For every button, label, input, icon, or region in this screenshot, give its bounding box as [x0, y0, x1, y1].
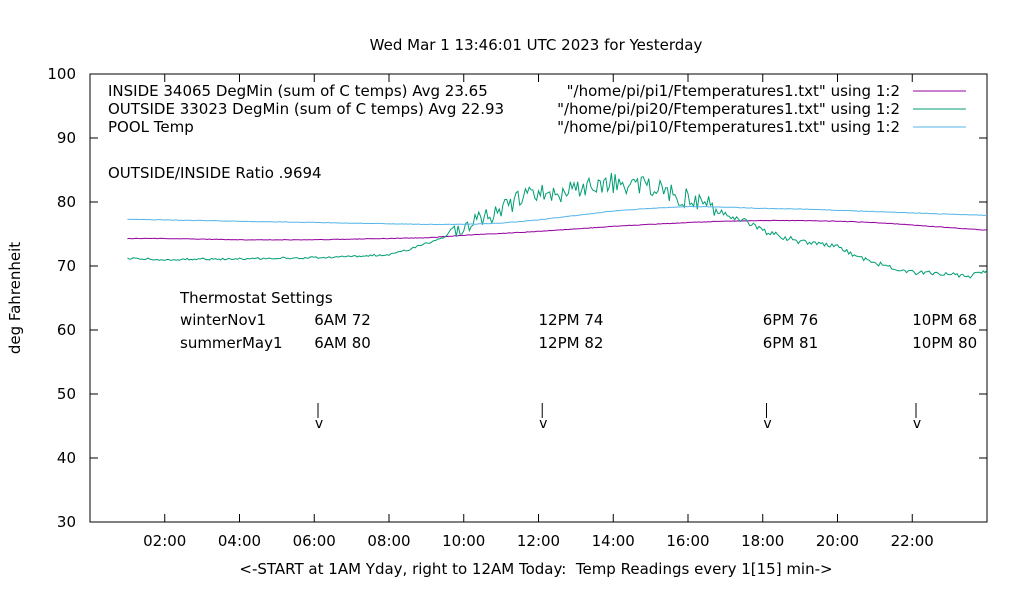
thermostat-setting: 12PM 82 — [539, 334, 604, 352]
arrow-head: v — [763, 416, 771, 432]
series-line-outside — [127, 172, 988, 279]
x-axis-label: <-START at 1AM Yday, right to 12AM Today… — [239, 560, 832, 578]
arrow-head: v — [913, 416, 921, 432]
y-tick-label: 100 — [47, 65, 76, 83]
x-tick-label: 04:00 — [218, 532, 261, 550]
x-tick-label: 14:00 — [592, 532, 635, 550]
thermostat-row-label: summerMay1 — [180, 334, 283, 352]
y-tick-label: 40 — [57, 449, 76, 467]
annotations: OUTSIDE/INSIDE Ratio .9694 Thermostat Set… — [108, 164, 977, 432]
x-tick-label: 16:00 — [666, 532, 709, 550]
thermostat-row-label: winterNov1 — [180, 311, 266, 329]
legend-series-name: POOL Temp — [108, 118, 194, 136]
series-line-inside — [127, 219, 987, 241]
x-tick-label: 18:00 — [741, 532, 784, 550]
x-tick-label: 08:00 — [367, 532, 410, 550]
arrow-head: v — [315, 416, 323, 432]
x-tick-label: 20:00 — [816, 532, 859, 550]
y-tick-label: 50 — [57, 385, 76, 403]
legend-series-name: OUTSIDE 33023 DegMin (sum of C temps) Av… — [108, 100, 504, 118]
legend-file-label: "/home/pi/pi20/Ftemperatures1.txt" using… — [557, 100, 900, 118]
legend-file-label: "/home/pi/pi1/Ftemperatures1.txt" using … — [567, 82, 900, 100]
y-tick-label: 80 — [57, 193, 76, 211]
y-tick-label: 60 — [57, 321, 76, 339]
thermostat-setting: 6PM 76 — [763, 311, 818, 329]
legend-series-name: INSIDE 34065 DegMin (sum of C temps) Avg… — [108, 82, 488, 100]
x-tick-label: 02:00 — [143, 532, 186, 550]
thermostat-setting: 10PM 80 — [912, 334, 977, 352]
ratio-label: OUTSIDE/INSIDE Ratio .9694 — [108, 164, 322, 182]
y-axis: 30 40 50 60 70 80 90 100 — [47, 65, 987, 531]
x-tick-label: 22:00 — [891, 532, 934, 550]
thermostat-title: Thermostat Settings — [179, 289, 333, 307]
x-tick-label: 10:00 — [442, 532, 485, 550]
chart-title: Wed Mar 1 13:46:01 UTC 2023 for Yesterda… — [370, 36, 703, 54]
y-tick-label: 90 — [57, 129, 76, 147]
y-tick-label: 30 — [57, 513, 76, 531]
thermostat-setting: 12PM 74 — [539, 311, 604, 329]
thermostat-setting: 6PM 81 — [763, 334, 818, 352]
series-lines — [127, 172, 988, 279]
legend: INSIDE 34065 DegMin (sum of C temps) Avg… — [108, 82, 966, 136]
arrow-head: v — [539, 416, 547, 432]
legend-file-label: "/home/pi/pi10/Ftemperatures1.txt" using… — [557, 118, 900, 136]
x-tick-label: 06:00 — [293, 532, 336, 550]
thermostat-setting: 6AM 80 — [314, 334, 371, 352]
x-tick-label: 12:00 — [517, 532, 560, 550]
series-line-pool — [127, 205, 988, 226]
thermostat-setting: 6AM 72 — [314, 311, 371, 329]
x-axis: 02:00 04:00 06:00 08:00 10:00 12:00 14:00 16:00… — [143, 74, 934, 550]
y-axis-label: deg Fahrenheit — [6, 242, 24, 354]
thermostat-setting: 10PM 68 — [912, 311, 977, 329]
y-tick-label: 70 — [57, 257, 76, 275]
